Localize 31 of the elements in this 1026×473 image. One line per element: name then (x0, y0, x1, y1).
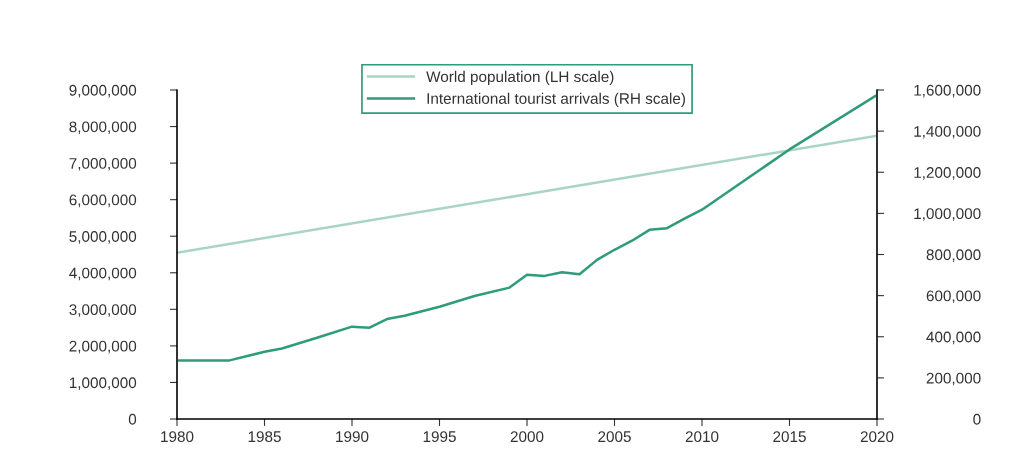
y-tick-label: 1,000,000 (69, 377, 137, 390)
y-tick-label: 9,000,000 (69, 84, 137, 98)
y2-tick-label: 1,000,000 (914, 208, 981, 221)
x-tick-label: 2000 (510, 431, 544, 443)
y2-tick-label: 800,000 (926, 249, 981, 262)
x-tick-label: 1980 (161, 431, 194, 443)
x-tick-label: 2005 (598, 431, 631, 443)
y2-tick-label: 1,200,000 (914, 167, 981, 180)
y-tick-label: 5,000,000 (69, 231, 137, 244)
y2-tick-label: 600,000 (926, 290, 981, 304)
y-tick-label: 3,000,000 (69, 304, 137, 317)
y-tick-label: 2,000,000 (69, 340, 137, 354)
y-tick-label: 7,000,000 (69, 157, 137, 171)
x-tick-label: 2010 (685, 431, 719, 443)
y2-tick-label: 1,600,000 (914, 84, 981, 98)
y-tick-label: 4,000,000 (69, 267, 137, 281)
line-series (177, 93, 877, 362)
legend-label: International tourist arrivals (RH scale) (427, 92, 685, 107)
y2-tick-label: 1,400,000 (914, 125, 981, 139)
x-tick-label: 2020 (860, 431, 894, 443)
legend-label: World population (LH scale) (426, 70, 614, 86)
y-tick-label: 0 (128, 413, 137, 425)
y2-tick-label: 400,000 (926, 331, 981, 345)
x-tick-label: 1990 (336, 431, 369, 443)
x-tick-label: 1995 (423, 431, 456, 443)
y2-tick-label: 200,000 (926, 372, 981, 386)
y2-tick-label: 0 (973, 413, 981, 425)
y-tick-label: 6,000,000 (69, 194, 137, 208)
x-tick-label: 1985 (248, 431, 281, 443)
x-tick-label: 2015 (773, 431, 806, 443)
y-tick-label: 8,000,000 (69, 121, 137, 135)
